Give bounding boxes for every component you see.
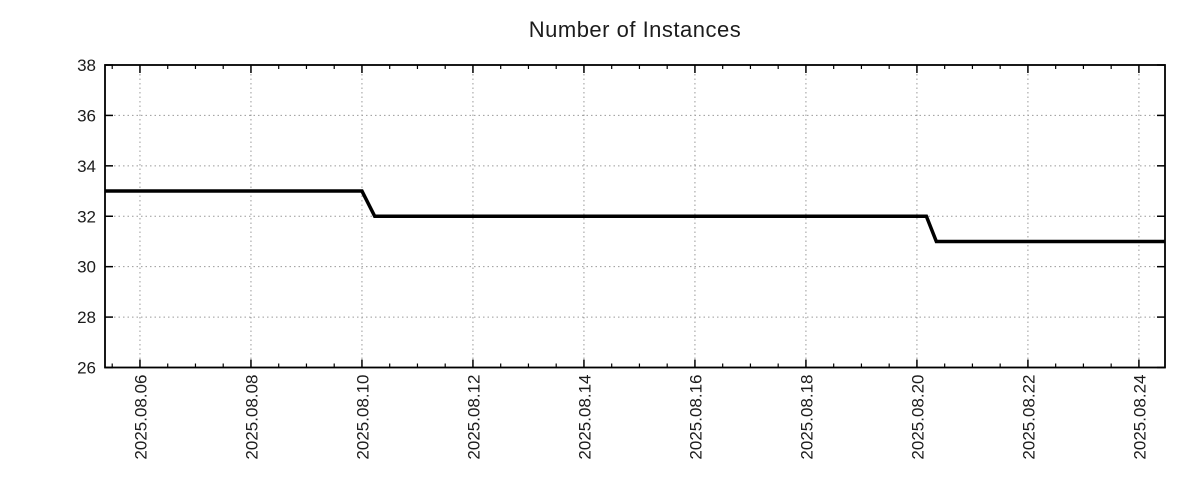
plot-border (104, 64, 1166, 369)
x-tick-label: 2025.08.22 (1019, 375, 1038, 460)
y-tick-label: 28 (77, 308, 96, 327)
series-line-number-of-instances (105, 189, 1165, 244)
y-tick-label: 30 (77, 258, 96, 277)
gridlines (105, 65, 1165, 368)
x-tick-label: 2025.08.12 (464, 375, 483, 460)
axis-labels: 26 28 30 32 34 36 38 2025.08.06 2025.08.08 2025.0… (77, 56, 1149, 460)
data-series (105, 189, 1165, 244)
y-tick-label: 26 (77, 359, 96, 378)
y-tick-label: 36 (77, 106, 96, 125)
x-tick-label: 2025.08.06 (131, 375, 150, 460)
y-tick-label: 38 (77, 56, 96, 75)
y-tick-label: 32 (77, 207, 96, 226)
x-tick-label: 2025.08.16 (686, 375, 705, 460)
y-tick-label: 34 (77, 157, 96, 176)
x-tick-label: 2025.08.20 (908, 375, 927, 460)
x-tick-label: 2025.08.14 (575, 375, 594, 460)
x-tick-label: 2025.08.10 (353, 375, 372, 460)
chart-title: Number of Instances (528, 17, 742, 42)
x-tick-label: 2025.08.24 (1130, 375, 1149, 460)
x-tick-label: 2025.08.18 (797, 375, 816, 460)
x-tick-label: 2025.08.08 (242, 375, 261, 460)
